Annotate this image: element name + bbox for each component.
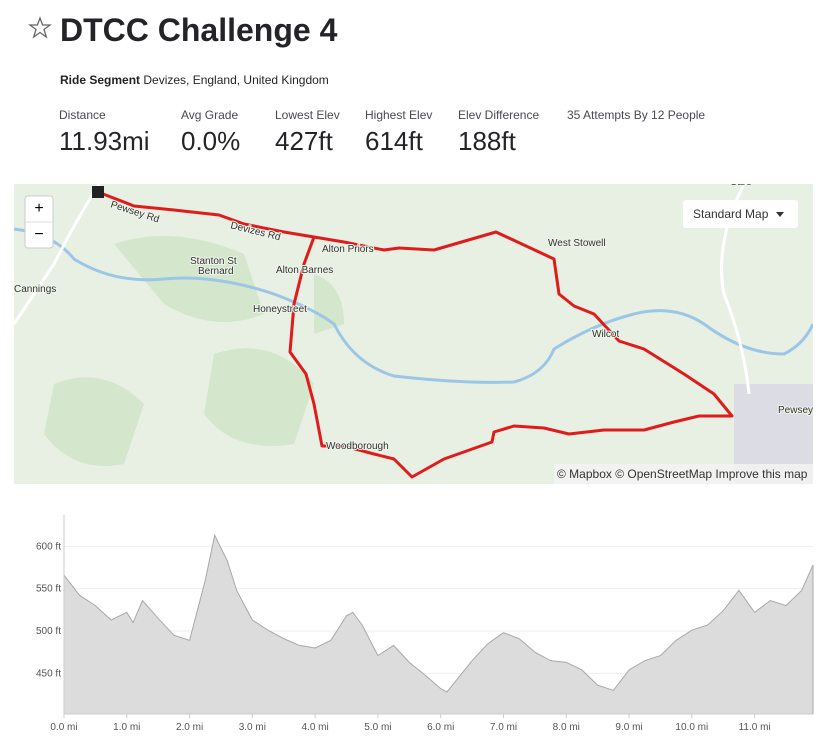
stat: Elev Difference 188ft: [458, 108, 539, 157]
x-tick-label: 3.0 mi: [239, 722, 266, 733]
x-tick-label: 6.0 mi: [427, 722, 454, 733]
place-label: Alton Barnes: [276, 265, 333, 276]
zoom-out-button[interactable]: −: [34, 226, 43, 243]
place-label: Wilcot: [592, 329, 619, 340]
attempts[interactable]: 35 Attempts By 12 People: [567, 108, 706, 122]
x-tick-label: 1.0 mi: [113, 722, 140, 733]
y-tick-label: 550 ft: [36, 584, 61, 595]
x-tick-label: 5.0 mi: [364, 722, 391, 733]
segment-title: DTCC Challenge 4: [60, 12, 338, 48]
map-attribution[interactable]: © Mapbox © OpenStreetMap Improve this ma…: [557, 467, 808, 481]
place-label: Cannings: [14, 284, 56, 295]
y-tick-label: 600 ft: [36, 541, 61, 552]
stat: Distance 11.93mi: [59, 108, 150, 157]
map-style-button[interactable]: Standard Map: [693, 207, 769, 221]
x-tick-label: 9.0 mi: [615, 722, 642, 733]
place-label: Honeystreet: [253, 304, 307, 315]
place-label: West Stowell: [548, 238, 606, 249]
zoom-in-button[interactable]: +: [34, 200, 43, 217]
stat-label: Elev Difference: [458, 108, 540, 122]
segment-type: Ride Segment: [60, 73, 141, 87]
stat-label: Highest Elev: [365, 108, 433, 122]
place-label: Care: [730, 184, 752, 188]
x-tick-label: 11.0 mi: [739, 722, 771, 733]
place-label: Pewsey: [778, 405, 813, 416]
stat-label: Avg Grade: [181, 108, 239, 122]
place-label: Bernard: [198, 266, 234, 277]
x-tick-label: 0.0 mi: [50, 722, 77, 733]
stat-value: 427ft: [275, 126, 333, 156]
zoom-control: + −: [24, 195, 54, 249]
stat-label: Lowest Elev: [275, 108, 340, 122]
x-tick-label: 7.0 mi: [490, 722, 517, 733]
y-tick-label: 500 ft: [36, 626, 61, 637]
x-tick-label: 2.0 mi: [176, 722, 203, 733]
x-tick-label: 4.0 mi: [302, 722, 329, 733]
stat-value: 11.93mi: [59, 126, 150, 156]
y-tick-label: 450 ft: [36, 668, 61, 679]
stat-label: Distance: [59, 108, 106, 122]
x-tick-label: 8.0 mi: [553, 722, 580, 733]
stat-value: 0.0%: [181, 126, 241, 156]
place-label: Woodborough: [326, 441, 389, 452]
segment-subtitle: Ride Segment Devizes, England, United Ki…: [60, 73, 329, 87]
elevation-area: [63, 533, 814, 715]
x-tick-label: 10.0 mi: [675, 722, 708, 733]
stat-value: 188ft: [458, 126, 516, 156]
stat-value: 614ft: [365, 126, 423, 156]
map[interactable]: + − Standard Map © Mapbox © OpenStreetMa…: [14, 184, 813, 484]
place-label: Stanton St: [190, 256, 237, 267]
star-icon[interactable]: [28, 16, 52, 40]
segment-location: Devizes, England, United Kingdom: [143, 73, 329, 87]
stat: Lowest Elev 427ft: [275, 108, 340, 157]
place-label: Alton Priors: [322, 244, 374, 255]
elevation-chart: 450 ft 500 ft 550 ft 600 ft 0.0 mi 1.0 mi 2.0 …: [36, 515, 814, 733]
stat: Highest Elev 614ft: [365, 108, 432, 157]
stat: Avg Grade 0.0%: [181, 108, 240, 157]
